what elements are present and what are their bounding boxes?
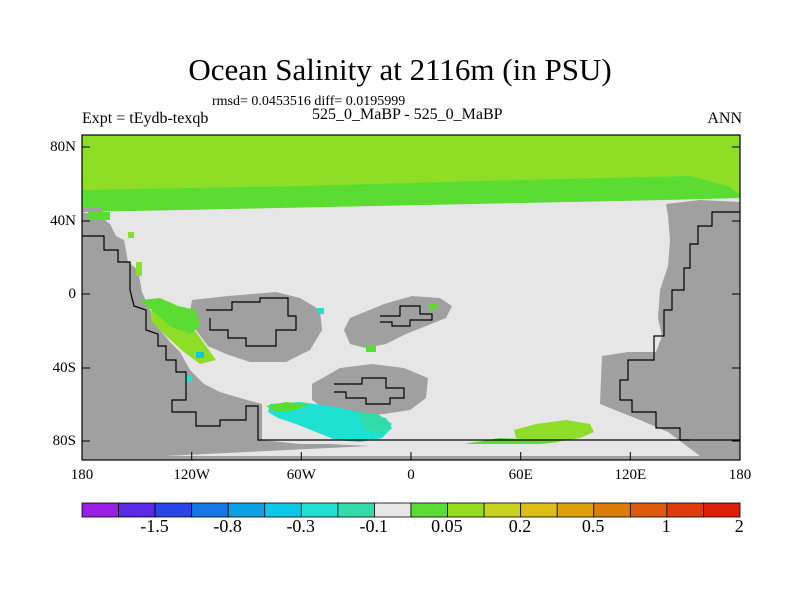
colorbar-box: [264, 502, 302, 518]
green-anomaly-west: [150, 310, 216, 364]
land-west-continent: [82, 212, 262, 460]
cyan-dot-5: [186, 376, 192, 382]
coastline-central-island: [206, 297, 297, 347]
lat-label-80n: 80N: [50, 139, 76, 155]
teal-anomaly: [356, 412, 392, 434]
colorbar-box: [374, 502, 412, 518]
land-southwest: [82, 420, 370, 460]
coastline-west: [82, 235, 740, 441]
colorbar-label: 0.2: [508, 516, 532, 536]
lon-label-60e: 60E: [508, 467, 533, 483]
north-band-green: [82, 176, 740, 212]
lon-label-0: 0: [407, 467, 415, 483]
lon-label-120w: 120W: [173, 467, 211, 483]
colorbar-box: [593, 502, 631, 518]
colorbar-label: -1.5: [140, 516, 169, 536]
land-east-continent: [600, 200, 740, 460]
green-anomaly-south-strip: [464, 438, 560, 444]
colorbar-box: [300, 502, 339, 518]
coastline-east-island: [380, 305, 433, 327]
colorbar-label: -0.8: [213, 516, 242, 536]
colorbar-box: [703, 502, 741, 518]
colorbar-box: [629, 502, 668, 518]
colorbar-label: 0.5: [581, 516, 605, 536]
colorbar-box: [447, 502, 485, 518]
green-anomaly-west-2: [140, 298, 200, 334]
blue-dot-1: [196, 352, 204, 358]
colorbar-box: [118, 502, 156, 518]
season-label: ANN: [707, 110, 742, 127]
colorbar-box: [81, 502, 119, 518]
green-anomaly-south-east: [514, 420, 594, 442]
lat-label-0: 0: [68, 286, 77, 302]
coastline-south-island: [334, 377, 405, 405]
coastline-east: [619, 211, 740, 441]
stats-label: rmsd= 0.0453516 diff= 0.0195999: [212, 94, 406, 109]
green-dot-7: [136, 262, 142, 276]
colorbar-box: [483, 502, 522, 518]
land-north-edge: [82, 208, 102, 212]
land-east-island: [344, 296, 452, 348]
colorbar: [81, 502, 741, 518]
colorbar-box: [666, 502, 704, 518]
experiment-label: Expt = tEydb-texqb: [82, 110, 209, 127]
colorbar-label: -0.3: [286, 516, 315, 536]
lon-label-120e: 120E: [614, 467, 647, 483]
green-dot-4: [366, 346, 376, 352]
cyan-dot-2: [318, 308, 324, 314]
green-dot-8: [88, 212, 110, 220]
lat-label-40n: 40N: [50, 213, 76, 229]
lon-label-180e: 180: [728, 467, 752, 483]
green-dot-6: [128, 232, 134, 238]
colorbar-label: 0.05: [431, 516, 463, 536]
colorbar-label: 2: [734, 516, 744, 536]
colorbar-label: 1: [661, 516, 671, 536]
lon-label-180w: 180: [70, 467, 94, 483]
colorbar-box: [227, 502, 266, 518]
green-anomaly-cyan-edge: [266, 402, 308, 412]
colorbar-box: [410, 502, 448, 518]
lat-label-40s: 40S: [52, 360, 76, 376]
comparison-label: 525_0_MaBP - 525_0_MaBP: [312, 106, 503, 123]
cyan-anomaly-south: [268, 402, 392, 442]
colorbar-box: [154, 502, 193, 518]
colorbar-box: [191, 502, 229, 518]
lat-label-80s: 80S: [52, 433, 76, 449]
colorbar-label: -0.1: [359, 516, 389, 536]
land-south-island: [312, 364, 428, 416]
lon-label-60w: 60W: [286, 467, 316, 483]
colorbar-box: [556, 502, 595, 518]
green-dot-3: [430, 304, 438, 310]
colorbar-box: [337, 502, 375, 518]
colorbar-box: [520, 502, 558, 518]
plot-title: Ocean Salinity at 2116m (in PSU): [188, 52, 612, 87]
